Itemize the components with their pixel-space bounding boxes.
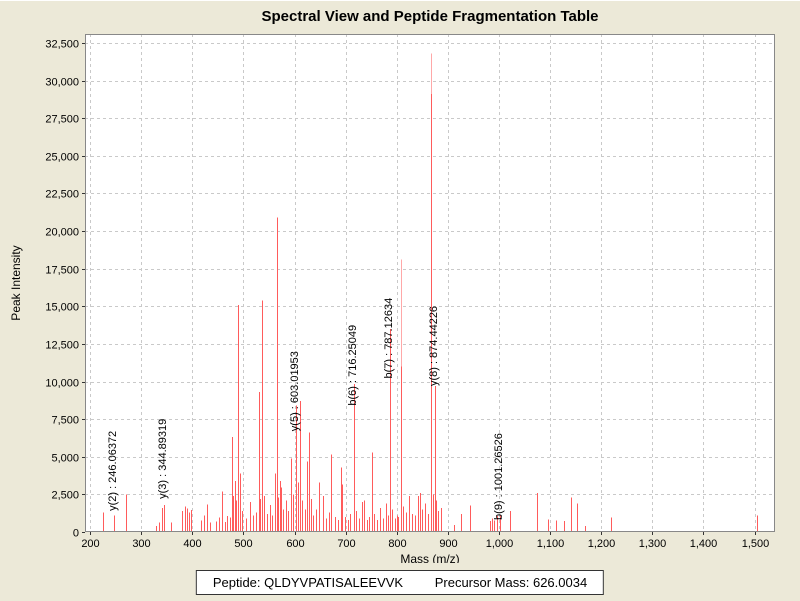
y-tick-label: 30,000 bbox=[45, 77, 79, 89]
peak-label: y(5) : 603.01953 bbox=[289, 351, 301, 431]
x-tick-label: 1,200 bbox=[588, 538, 616, 550]
y-tick-label: 0 bbox=[73, 528, 79, 540]
y-tick-label: 10,000 bbox=[45, 378, 79, 390]
x-tick-label: 1,300 bbox=[639, 538, 667, 550]
peptide-label: Peptide: QLDYVPATISALEEVVK bbox=[212, 575, 404, 590]
x-tick-label: 1,000 bbox=[486, 538, 514, 550]
x-tick-label: 1,100 bbox=[537, 538, 565, 550]
plot-border bbox=[85, 34, 775, 532]
peak-label: b(9) : 1001.26526 bbox=[493, 433, 505, 520]
peak-label: y(8) : 874.44226 bbox=[428, 306, 440, 386]
y-tick-label: 2,500 bbox=[51, 490, 79, 502]
x-tick-label: 900 bbox=[439, 538, 457, 550]
x-tick-label: 600 bbox=[286, 538, 304, 550]
chart-title: Spectral View and Peptide Fragmentation … bbox=[261, 8, 599, 25]
spectrum-peaks bbox=[103, 53, 758, 532]
x-tick-label: 1,500 bbox=[742, 538, 770, 550]
x-tick-label: 1,400 bbox=[690, 538, 718, 550]
precursor-mass-label: Precursor Mass: 626.0034 bbox=[434, 575, 588, 590]
y-tick-label: 27,500 bbox=[45, 114, 79, 126]
y-tick-label: 17,500 bbox=[45, 265, 79, 277]
peak-annotations: y(2) : 246.06372 y(3) : 344.89319 y(5) : 6… bbox=[107, 298, 505, 520]
y-tick-label: 32,500 bbox=[45, 39, 79, 51]
x-tick-label: 400 bbox=[183, 538, 201, 550]
x-axis-title: Mass (m/z) bbox=[400, 552, 459, 563]
x-tick-label: 500 bbox=[234, 538, 252, 550]
x-tick-label: 300 bbox=[132, 538, 150, 550]
y-tick-label: 12,500 bbox=[45, 340, 79, 352]
axes: 200 300 400 500 600 700 800 900 1,000 1,100 1,200 1… bbox=[9, 39, 769, 564]
x-tick-label: 700 bbox=[337, 538, 355, 550]
plot-area[interactable] bbox=[85, 34, 775, 532]
x-tick-label: 200 bbox=[81, 538, 99, 550]
peak-label: b(7) : 787.12634 bbox=[383, 298, 395, 379]
gridlines bbox=[85, 34, 775, 532]
y-tick-label: 25,000 bbox=[45, 152, 79, 164]
peak-label: y(3) : 344.89319 bbox=[157, 419, 169, 499]
spectrum-plot[interactable]: 200 300 400 500 600 700 800 900 1,000 1,100 1,200 1… bbox=[0, 1, 800, 563]
x-tick-label: 800 bbox=[388, 538, 406, 550]
y-tick-label: 20,000 bbox=[45, 227, 79, 239]
y-tick-label: 5,000 bbox=[51, 453, 79, 465]
peptide-info-box: Peptide: QLDYVPATISALEEVVK Precursor Mas… bbox=[195, 570, 605, 595]
y-axis-title: Peak Intensity bbox=[9, 245, 23, 320]
y-tick-label: 15,000 bbox=[45, 302, 79, 314]
y-tick-label: 22,500 bbox=[45, 189, 79, 201]
peak-label: b(6) : 716.25049 bbox=[347, 325, 359, 406]
y-tick-label: 7,500 bbox=[51, 415, 79, 427]
peak-label: y(2) : 246.06372 bbox=[107, 431, 119, 511]
